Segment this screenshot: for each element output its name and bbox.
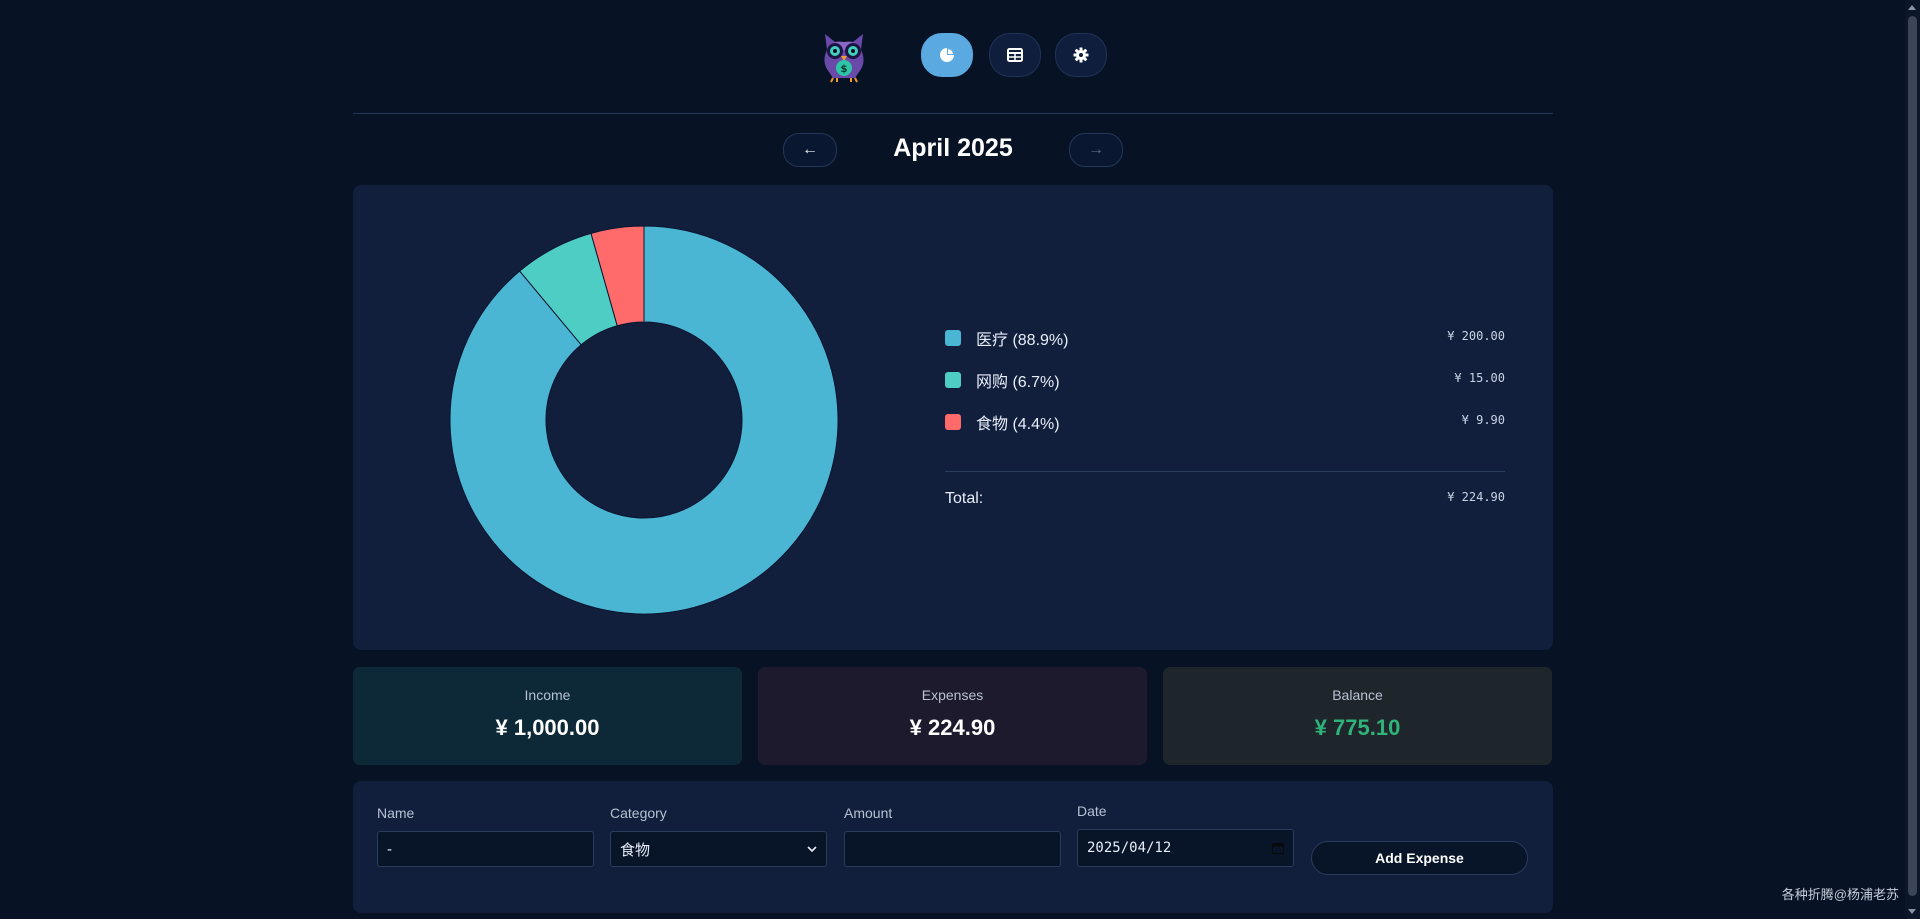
arrow-right-icon: → bbox=[1088, 141, 1104, 158]
expense-chart-card: 医疗 (88.9%) ¥ 200.00 网购 (6.7%) ¥ 15.00 食物… bbox=[353, 185, 1553, 650]
legend-amount: ¥ 200.00 bbox=[1447, 329, 1505, 343]
settings-button[interactable] bbox=[1055, 33, 1107, 77]
balance-label: Balance bbox=[1332, 687, 1383, 703]
amount-input[interactable] bbox=[844, 831, 1061, 867]
table-view-button[interactable] bbox=[989, 33, 1041, 77]
income-card: Income ¥ 1,000.00 bbox=[353, 667, 742, 765]
add-expense-form: Name - Category 食物 Amount Date 2025/04/1… bbox=[353, 781, 1553, 913]
legend-label: 网购 (6.7%) bbox=[976, 374, 1060, 391]
scroll-thumb[interactable] bbox=[1908, 16, 1917, 896]
top-navigation: $ bbox=[353, 0, 1553, 114]
legend-amount: ¥ 9.90 bbox=[1461, 413, 1505, 427]
category-label: Category bbox=[610, 805, 667, 821]
previous-month-button[interactable]: ← bbox=[783, 133, 837, 167]
legend-amount: ¥ 15.00 bbox=[1454, 371, 1505, 385]
legend-swatch bbox=[945, 414, 961, 430]
name-field: Name - bbox=[377, 805, 594, 867]
total-amount: ¥ 224.90 bbox=[1447, 490, 1505, 504]
balance-card: Balance ¥ 775.10 bbox=[1163, 667, 1552, 765]
amount-label: Amount bbox=[844, 805, 893, 821]
arrow-left-icon: ← bbox=[802, 141, 818, 158]
category-selected-value: 食物 bbox=[620, 841, 651, 859]
chart-view-button[interactable] bbox=[921, 33, 973, 77]
chart-legend: 医疗 (88.9%) ¥ 200.00 网购 (6.7%) ¥ 15.00 食物… bbox=[945, 317, 1505, 514]
name-input[interactable]: - bbox=[377, 831, 594, 867]
expense-donut-chart bbox=[449, 225, 839, 615]
total-label: Total: bbox=[945, 490, 984, 507]
add-expense-button[interactable]: Add Expense bbox=[1311, 841, 1528, 875]
total-row: Total: ¥ 224.90 bbox=[945, 484, 1505, 514]
date-input[interactable]: 2025/04/12 bbox=[1077, 829, 1294, 867]
table-icon bbox=[1007, 48, 1023, 62]
legend-item: 食物 (4.4%) ¥ 9.90 bbox=[945, 401, 1505, 443]
expenses-value: ¥ 224.90 bbox=[909, 715, 996, 740]
month-navigation: ← April 2025 → bbox=[353, 130, 1553, 170]
expenses-label: Expenses bbox=[921, 687, 984, 703]
next-month-button[interactable]: → bbox=[1069, 133, 1123, 167]
watermark-text: 各种折腾@杨浦老苏 bbox=[1781, 887, 1899, 902]
scroll-down-arrow[interactable] bbox=[1908, 909, 1916, 914]
donut-slice-3[interactable] bbox=[590, 225, 645, 327]
income-label: Income bbox=[524, 687, 571, 703]
legend-divider bbox=[945, 471, 1505, 472]
legend-item: 医疗 (88.9%) ¥ 200.00 bbox=[945, 317, 1505, 359]
balance-value: ¥ 775.10 bbox=[1314, 715, 1401, 740]
amount-field: Amount bbox=[844, 805, 1061, 867]
vertical-scrollbar[interactable] bbox=[1905, 0, 1920, 919]
name-label: Name bbox=[377, 805, 415, 821]
expenses-card: Expenses ¥ 224.90 bbox=[758, 667, 1147, 765]
category-select[interactable]: 食物 bbox=[610, 831, 827, 867]
category-field: Category 食物 bbox=[610, 805, 827, 867]
legend-label: 医疗 (88.9%) bbox=[976, 332, 1069, 349]
month-title: April 2025 bbox=[893, 134, 1013, 162]
date-label: Date bbox=[1077, 803, 1107, 819]
income-value: ¥ 1,000.00 bbox=[495, 715, 600, 740]
gear-icon bbox=[1073, 47, 1089, 63]
legend-swatch bbox=[945, 330, 961, 346]
date-field: Date 2025/04/12 bbox=[1077, 803, 1294, 867]
legend-swatch bbox=[945, 372, 961, 388]
legend-label: 食物 (4.4%) bbox=[976, 416, 1060, 433]
date-value: 2025/04/12 bbox=[1087, 840, 1172, 856]
legend-item: 网购 (6.7%) ¥ 15.00 bbox=[945, 359, 1505, 401]
chevron-down-icon bbox=[807, 846, 817, 852]
pie-chart-icon bbox=[940, 48, 954, 62]
calendar-icon[interactable] bbox=[1272, 842, 1284, 854]
donut-slice-1[interactable] bbox=[449, 225, 839, 615]
owl-logo: $ bbox=[824, 34, 864, 83]
scroll-up-arrow[interactable] bbox=[1908, 5, 1916, 10]
svg-text:$: $ bbox=[841, 64, 848, 75]
